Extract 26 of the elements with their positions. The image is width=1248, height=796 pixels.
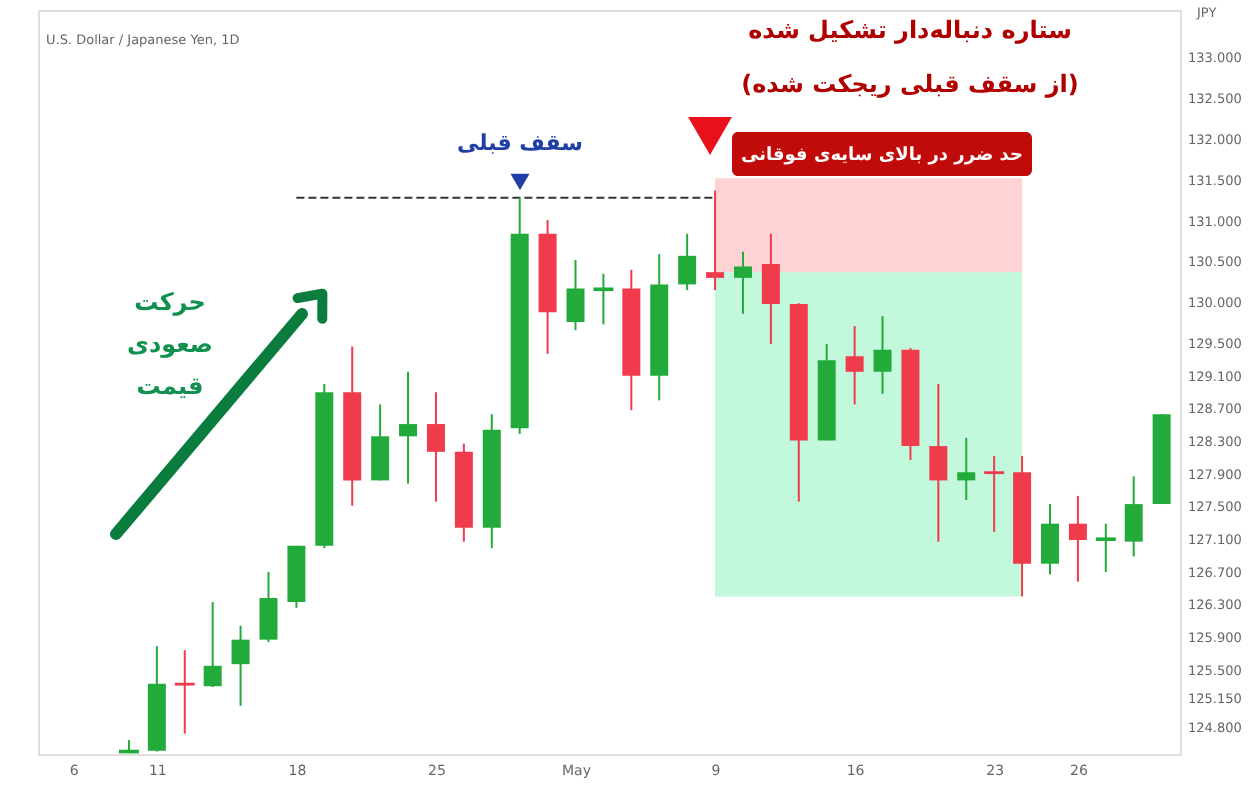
- candlestick: [399, 370, 418, 485]
- candlestick: [761, 232, 780, 346]
- candlestick: [174, 649, 195, 735]
- candlestick: [566, 258, 585, 332]
- candlestick: [984, 454, 1005, 533]
- candlestick: [231, 624, 250, 707]
- candlestick: [706, 189, 725, 292]
- candlestick: [1095, 522, 1116, 573]
- candlestick: [1124, 475, 1143, 558]
- candlestick: [929, 383, 948, 543]
- annotation: ستاره دنباله‌دار تشکیل شده (از سقف قبلی ریجکت شده): [741, 16, 1079, 98]
- candlestick: [426, 391, 445, 503]
- candlestick: [957, 436, 976, 502]
- annotation: حرکت صعودی قیمت: [126, 288, 214, 400]
- candlestick: [203, 601, 222, 689]
- candlestick: [593, 272, 614, 326]
- candlestick: [678, 232, 697, 292]
- candlestick: [1040, 503, 1059, 576]
- annotation: حد ضرر در بالای سایه‌ی فوقانی: [741, 146, 1023, 166]
- candlestick: [1068, 494, 1087, 583]
- annotation: سقف قبلی: [457, 130, 583, 156]
- candlestick: [873, 315, 892, 395]
- candlestick: [371, 403, 390, 482]
- candlestick: [733, 250, 752, 315]
- candlestick: [259, 570, 278, 644]
- candlestick: [845, 325, 864, 406]
